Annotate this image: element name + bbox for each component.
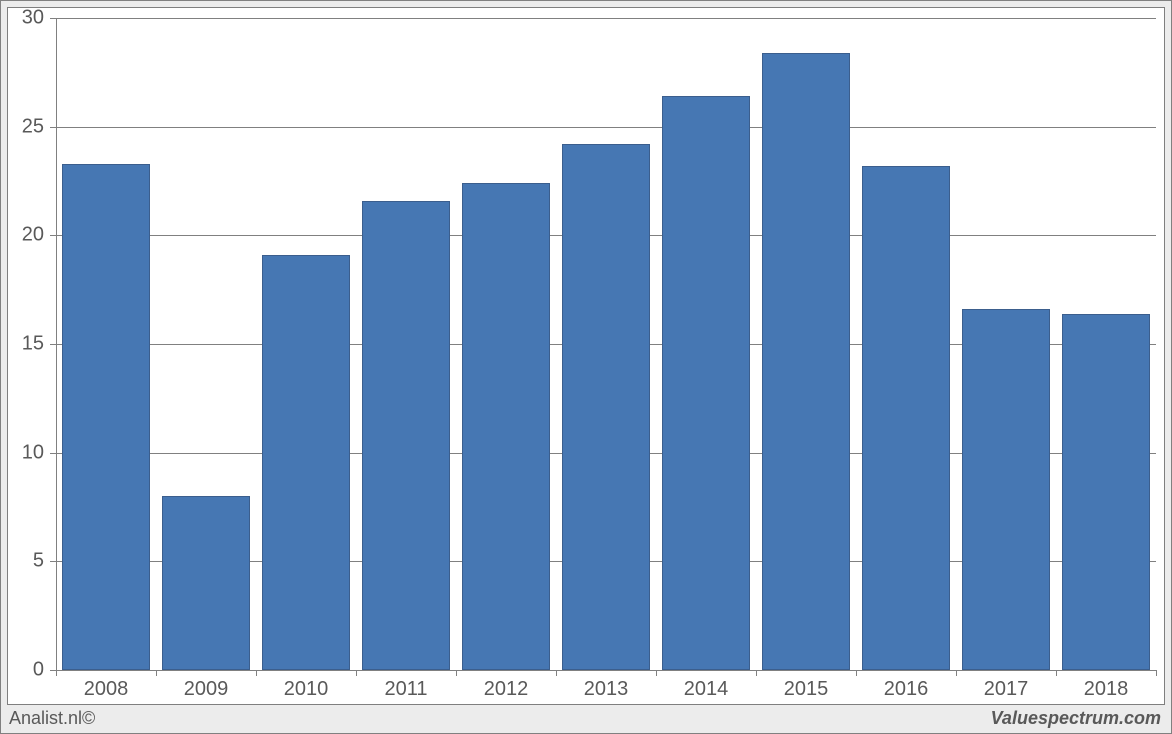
y-axis [56,18,57,670]
x-tick [156,670,157,676]
bar [962,309,1050,670]
x-tick [356,670,357,676]
x-tick [1156,670,1157,676]
x-tick [756,670,757,676]
x-tick-label: 2008 [84,678,129,701]
x-tick-label: 2010 [284,678,329,701]
bar [462,183,550,670]
x-tick-label: 2011 [384,678,427,701]
y-tick [50,127,56,128]
y-tick-label: 10 [22,441,44,464]
x-tick [456,670,457,676]
bar [562,144,650,670]
chart-inner: 0 5 10 15 20 25 30 2008 2009 2010 2011 2012 2013 201… [7,7,1165,705]
y-tick-label: 0 [33,659,44,682]
bar [1062,314,1150,670]
x-tick-label: 2017 [984,678,1029,701]
x-tick [56,670,57,676]
x-tick-label: 2009 [184,678,229,701]
y-tick-label: 30 [22,7,44,30]
y-tick [50,235,56,236]
gridline [56,18,1156,19]
x-tick-label: 2016 [884,678,929,701]
bar [362,201,450,670]
x-tick [1056,670,1057,676]
x-tick [956,670,957,676]
y-tick-label: 25 [22,115,44,138]
y-tick [50,18,56,19]
plot-area [56,18,1156,670]
y-tick [50,344,56,345]
x-tick-label: 2014 [684,678,729,701]
y-tick-label: 5 [33,550,44,573]
x-tick-label: 2018 [1084,678,1129,701]
x-tick-label: 2012 [484,678,529,701]
y-tick-label: 20 [22,224,44,247]
bar [662,96,750,670]
footer-left: Analist.nl© [9,708,95,729]
bar [862,166,950,670]
x-tick [556,670,557,676]
bar [262,255,350,670]
chart-outer: 0 5 10 15 20 25 30 2008 2009 2010 2011 2012 2013 201… [0,0,1172,734]
bar [62,164,150,670]
bar [162,496,250,670]
gridline [56,127,1156,128]
bar [762,53,850,670]
x-tick [256,670,257,676]
footer-right: Valuespectrum.com [991,708,1161,729]
x-tick-label: 2013 [584,678,629,701]
y-tick [50,561,56,562]
x-tick [656,670,657,676]
x-axis [56,670,1156,671]
y-tick-label: 15 [22,333,44,356]
y-tick [50,453,56,454]
x-tick-label: 2015 [784,678,829,701]
x-tick [856,670,857,676]
